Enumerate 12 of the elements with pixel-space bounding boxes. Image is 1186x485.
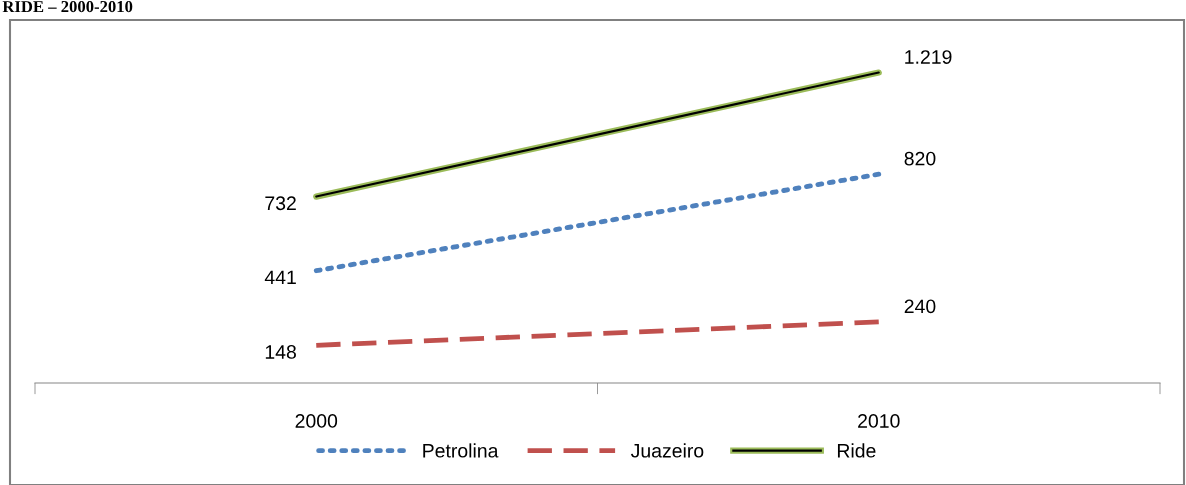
legend-label: Ride	[837, 443, 876, 458]
data-label: 240	[904, 299, 936, 314]
data-label: 732	[265, 196, 296, 211]
data-label: 148	[265, 345, 296, 359]
chart-title: RIDE – 2000-2010	[2, 0, 133, 13]
x-tick-label: 2010	[858, 414, 900, 428]
legend-label: Petrolina	[423, 443, 499, 458]
legend-label: Juazeiro	[630, 443, 704, 458]
data-label: 820	[904, 151, 936, 166]
x-tick-label: 2000	[295, 414, 338, 428]
data-label: 441	[264, 270, 296, 285]
data-label: 1.219	[905, 50, 952, 64]
